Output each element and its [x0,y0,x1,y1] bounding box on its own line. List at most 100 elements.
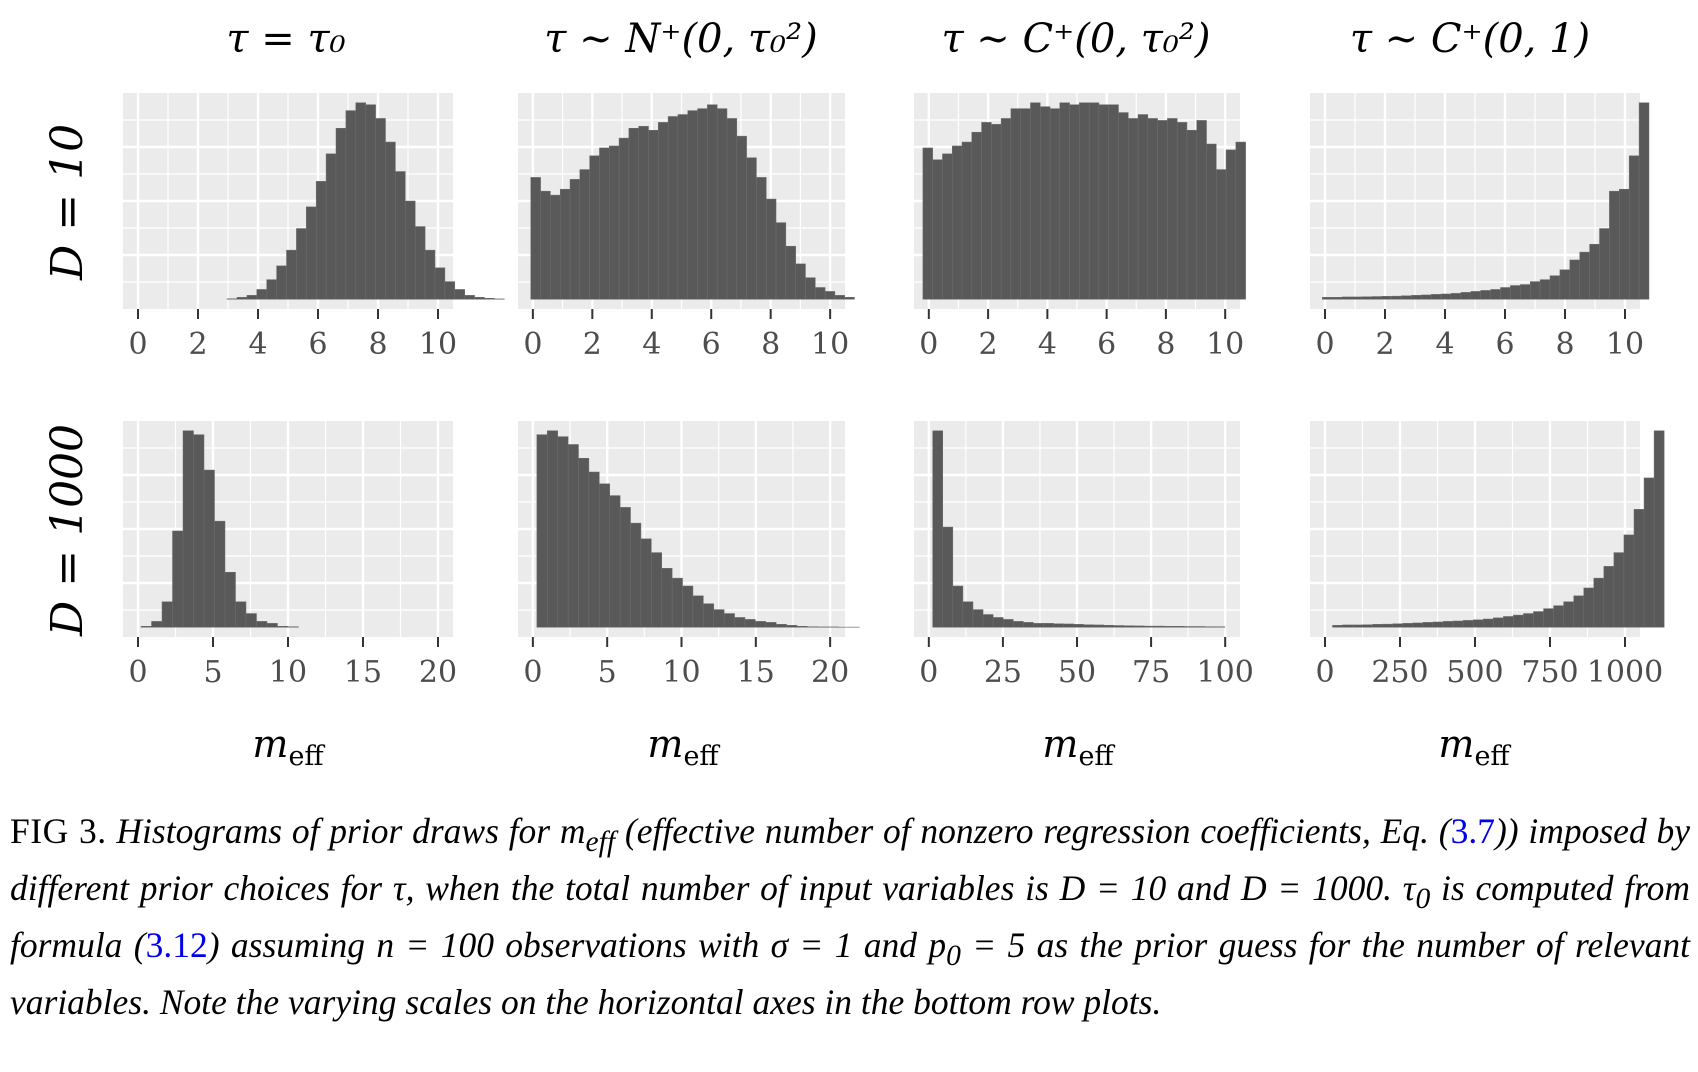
histogram-bar [1108,104,1119,300]
histogram-bar [172,530,184,628]
histogram-bar [1619,188,1630,300]
histogram-bar [1098,104,1109,300]
histogram-bar [734,617,746,628]
x-tick-label: 10 [419,327,457,362]
histogram-bar [236,297,248,300]
equation-ref-3-7[interactable]: 3.7 [1450,811,1495,851]
histogram-bar [1113,625,1125,628]
histogram-bar [1204,626,1216,628]
histogram-bar [692,595,704,628]
histogram-bar [1049,108,1061,300]
x-tick-label: 10 [811,327,849,362]
histogram-bar [1609,190,1620,300]
histogram-bar [530,177,541,300]
x-tick-label: 4 [1435,327,1454,362]
x-tick-label: 0 [919,327,938,362]
column-title-3: τ ∼ C⁺(0, τ₀²) [941,16,1210,62]
histogram-bar [536,434,548,628]
histogram-bar [1421,294,1432,300]
histogram-bar [1225,149,1237,300]
histogram-bar [807,626,819,628]
histogram-bar [484,298,495,300]
histogram-bar [1589,243,1600,300]
histogram-bar [1483,618,1494,628]
histogram-bar [589,155,600,300]
x-tick-label: 10 [662,655,700,690]
histogram-bar [744,619,756,628]
histogram-bar [286,249,297,300]
histogram-bar [677,114,688,300]
histogram-bar [1432,621,1444,628]
histogram-bar [746,157,757,300]
histogram-bar [682,585,694,628]
histogram-bar [1401,295,1412,300]
x-tick-label: 2 [188,327,207,362]
histogram-bar [962,601,974,628]
histogram-bar [1539,279,1551,300]
histogram-bar [609,145,620,300]
histogram-bar [1633,509,1645,628]
histogram-bar [1583,587,1595,628]
histogram-bar [1040,106,1051,300]
histogram-bar [375,118,386,300]
histogram-bar [942,526,954,628]
histogram-bar [628,128,639,300]
figure-label: FIG 3. [10,811,107,851]
histogram-bar [1053,623,1064,628]
histogram-bar [1133,625,1145,628]
x-tick-label: 10 [1206,327,1244,362]
histogram-bar [246,295,258,300]
histogram-bar [971,131,982,300]
histogram-bar [287,626,299,628]
histogram-bar [385,141,396,300]
x-tick-label: 8 [368,327,387,362]
histogram-bar [1137,114,1149,300]
panel-d10-halfcauchy-1: 0 2 4 6 8 10 [1310,93,1650,362]
x-tick-label: 1000 [1587,655,1663,690]
histogram-bar [1351,296,1363,300]
histogram-bar [1493,617,1504,628]
histogram-bar [726,118,738,300]
histogram-bar [1103,625,1115,628]
panel-d1000-tau0: 0 5 10 15 20 [123,421,457,690]
histogram-bar [1490,289,1501,300]
histogram-bar [785,245,796,300]
panel-d1000-halfnormal: 0 5 10 15 20 [518,421,860,690]
histogram-bar [1472,619,1484,628]
histogram-bar [651,552,662,628]
histogram-bar [648,129,659,300]
histogram-bar [661,568,673,628]
histogram-bar [1422,622,1434,628]
histogram-bar [1235,141,1246,300]
histogram-bar [942,153,953,300]
histogram-bar [276,265,287,300]
histogram-bar [1157,120,1168,300]
histogram-bar [1196,120,1207,300]
histogram-bar [1093,624,1105,628]
x-axis-label-1: meff [252,722,325,772]
histogram-bar [1059,102,1070,300]
x-axis-label-2: meff [647,722,720,772]
histogram-bar [1402,623,1414,628]
histogram-bar [658,122,669,300]
panel-d10-halfcauchy-tau0: 0 2 4 6 8 10 [914,93,1246,362]
histogram-bar [345,110,357,300]
histogram-bar [922,147,933,300]
x-tick-label: 20 [811,655,849,690]
histogram-bar [1450,293,1462,300]
column-title-1: τ = τ₀ [226,16,345,62]
x-tick-label: 8 [1156,327,1175,362]
histogram-bar [618,137,630,300]
x-tick-label: 5 [203,655,222,690]
histogram-bar [224,571,236,628]
x-tick-label: 6 [1097,327,1116,362]
x-tick-label: 0 [128,327,147,362]
histogram-bar [1362,624,1373,628]
histogram-bar [1000,118,1012,300]
histogram-bar [638,126,649,300]
histogram-bar [1331,297,1343,300]
equation-ref-3-12[interactable]: 3.12 [145,925,208,966]
histogram-bar [1533,611,1544,628]
histogram-bar [775,624,787,628]
histogram-bar [355,102,366,300]
